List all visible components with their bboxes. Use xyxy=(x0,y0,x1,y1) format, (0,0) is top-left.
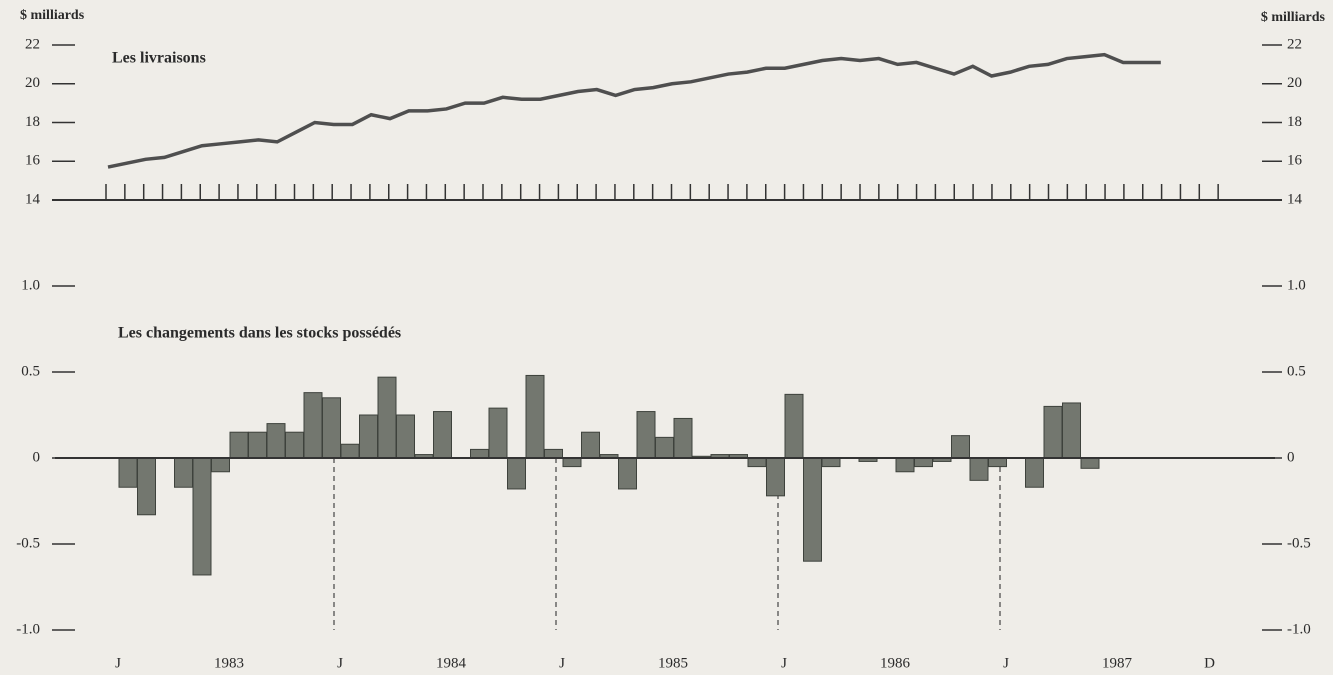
line-title: Les livraisons xyxy=(112,50,206,67)
bar xyxy=(285,431,304,459)
bar xyxy=(821,457,841,468)
bar xyxy=(229,431,249,459)
bar xyxy=(766,457,785,497)
bar xyxy=(137,457,156,516)
y-tick-label: 22 xyxy=(1287,36,1302,52)
x-tick-label: 1984 xyxy=(436,655,467,671)
bar xyxy=(784,393,804,459)
bar xyxy=(248,431,267,459)
bar xyxy=(470,448,489,459)
bar xyxy=(322,397,341,459)
bar xyxy=(192,457,212,576)
bar xyxy=(673,417,693,459)
x-tick-label: J xyxy=(115,655,121,671)
y-tick-label: 18 xyxy=(25,114,40,130)
bar xyxy=(211,457,230,473)
bar xyxy=(174,457,193,488)
y-axis-label-right: $ milliards xyxy=(1261,10,1326,25)
y-axis-label-left: $ milliards xyxy=(20,8,85,23)
bar xyxy=(433,411,452,459)
x-tick-label: 1983 xyxy=(214,655,244,671)
bar xyxy=(988,457,1007,468)
bar xyxy=(396,414,415,459)
bar xyxy=(581,431,600,459)
y-tick-label: -0.5 xyxy=(16,535,40,551)
bar xyxy=(618,457,637,490)
x-tick-label: J xyxy=(1003,655,1009,671)
y-tick-label: 18 xyxy=(1287,114,1302,130)
bar xyxy=(359,414,378,459)
x-tick-label: J xyxy=(337,655,343,671)
x-tick-label: J xyxy=(781,655,787,671)
bar xyxy=(1080,457,1100,469)
bar xyxy=(266,423,286,459)
bar xyxy=(803,457,822,562)
y-tick-label: 0.5 xyxy=(1287,363,1306,379)
y-tick-label: 0.5 xyxy=(21,363,40,379)
y-tick-label: 0 xyxy=(1287,449,1295,465)
bar xyxy=(1025,457,1044,488)
y-tick-label: 14 xyxy=(25,191,41,207)
bar xyxy=(655,436,674,459)
bar xyxy=(1043,405,1063,459)
y-tick-label: 20 xyxy=(25,75,40,91)
y-tick-label: 14 xyxy=(1287,191,1303,207)
bar xyxy=(951,435,970,459)
bar xyxy=(340,443,360,459)
bar xyxy=(747,457,767,468)
bar xyxy=(636,411,656,459)
bar xyxy=(303,392,323,459)
y-tick-label: 16 xyxy=(1287,153,1303,169)
x-tick-label: D xyxy=(1204,655,1215,671)
y-tick-label: 1.0 xyxy=(1287,277,1306,293)
x-tick-label: 1986 xyxy=(880,655,911,671)
bar xyxy=(488,407,508,459)
x-tick-label: J xyxy=(559,655,565,671)
bar xyxy=(1062,402,1081,459)
y-tick-label: 22 xyxy=(25,36,40,52)
bar xyxy=(562,457,582,468)
bar xyxy=(377,376,397,459)
line-series xyxy=(107,52,1161,169)
bar xyxy=(544,448,563,459)
y-tick-label: -0.5 xyxy=(1287,535,1311,551)
bar xyxy=(118,457,138,488)
y-tick-label: 20 xyxy=(1287,75,1302,91)
bar xyxy=(969,457,989,481)
y-tick-label: 16 xyxy=(25,153,41,169)
bar xyxy=(895,457,915,473)
bar-title: Les changements dans les stocks possédés xyxy=(118,325,401,342)
x-tick-label: 1987 xyxy=(1102,655,1133,671)
bar xyxy=(525,374,545,459)
y-tick-label: 1.0 xyxy=(21,277,40,293)
y-tick-label: -1.0 xyxy=(1287,621,1311,637)
y-tick-label: -1.0 xyxy=(16,621,40,637)
bar xyxy=(507,457,526,490)
x-tick-label: 1985 xyxy=(658,655,688,671)
bar xyxy=(914,457,933,468)
y-tick-label: 0 xyxy=(33,449,41,465)
